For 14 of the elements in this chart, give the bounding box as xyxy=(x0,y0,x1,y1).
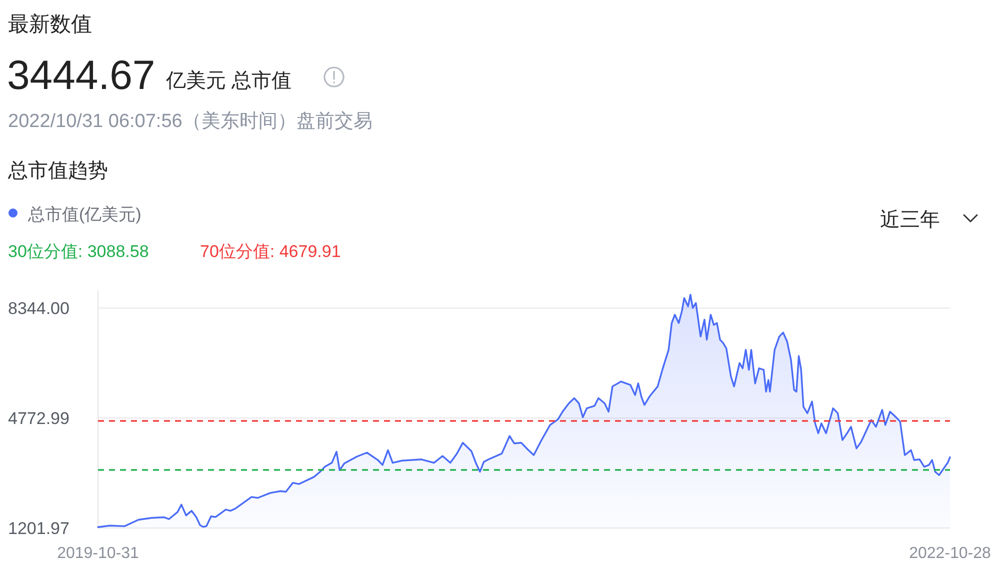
text: 3444.67 xyxy=(7,52,156,98)
chart-title: 总市值趋势 xyxy=(7,160,108,182)
y-tick-label: 4772.99 xyxy=(8,409,70,428)
text: 最新数值 xyxy=(8,13,92,36)
x-tick-label: 2022-10-28 xyxy=(909,545,992,562)
text: 亿美元 总市值 xyxy=(165,69,292,92)
x-tick-label: 2019-10-31 xyxy=(57,545,140,562)
legend-label: 总市值(亿美元) xyxy=(27,205,142,224)
text: 2022/10/31 06:07:56（美东时间）盘前交易 xyxy=(8,110,372,132)
ref-line-label: 70位分值: 4679.91 xyxy=(200,242,341,261)
text: 近三年 xyxy=(880,209,940,231)
y-tick-label: 1201.97 xyxy=(8,518,70,538)
ref-line-label: 30位分值: 3088.58 xyxy=(8,242,149,261)
y-tick-label: 8344.00 xyxy=(8,299,70,318)
